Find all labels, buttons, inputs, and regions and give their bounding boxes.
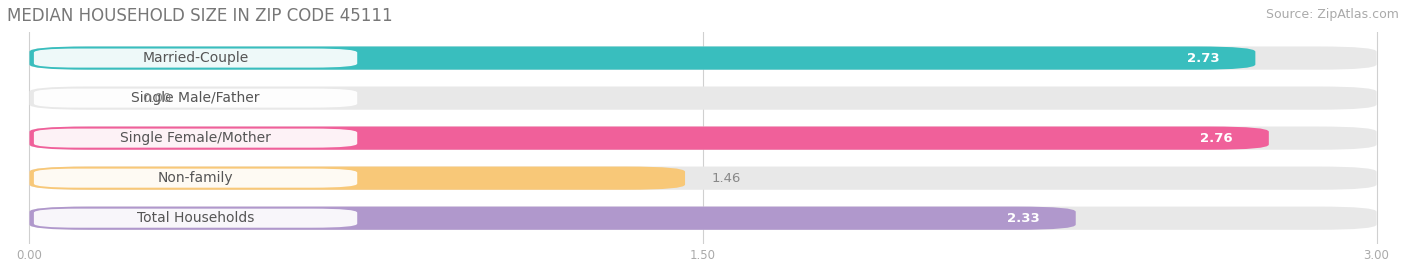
Text: 2.33: 2.33 — [1007, 212, 1040, 225]
Text: 1.46: 1.46 — [711, 172, 741, 185]
Text: MEDIAN HOUSEHOLD SIZE IN ZIP CODE 45111: MEDIAN HOUSEHOLD SIZE IN ZIP CODE 45111 — [7, 7, 392, 25]
Text: Source: ZipAtlas.com: Source: ZipAtlas.com — [1265, 8, 1399, 21]
FancyBboxPatch shape — [34, 209, 357, 228]
FancyBboxPatch shape — [34, 48, 357, 68]
FancyBboxPatch shape — [30, 87, 1376, 110]
FancyBboxPatch shape — [30, 167, 1376, 190]
Text: Single Female/Mother: Single Female/Mother — [120, 131, 271, 145]
FancyBboxPatch shape — [30, 126, 1268, 150]
Text: 2.73: 2.73 — [1187, 52, 1219, 65]
FancyBboxPatch shape — [30, 167, 685, 190]
FancyBboxPatch shape — [30, 207, 1076, 230]
Text: Single Male/Father: Single Male/Father — [131, 91, 260, 105]
Text: Married-Couple: Married-Couple — [142, 51, 249, 65]
FancyBboxPatch shape — [34, 129, 357, 148]
FancyBboxPatch shape — [30, 126, 1376, 150]
FancyBboxPatch shape — [30, 207, 1376, 230]
Text: 2.76: 2.76 — [1201, 132, 1233, 145]
Text: Non-family: Non-family — [157, 171, 233, 185]
Text: Total Households: Total Households — [136, 211, 254, 225]
FancyBboxPatch shape — [34, 89, 357, 108]
FancyBboxPatch shape — [30, 47, 1376, 70]
FancyBboxPatch shape — [30, 47, 1256, 70]
FancyBboxPatch shape — [34, 169, 357, 188]
Text: 0.00: 0.00 — [142, 92, 172, 105]
